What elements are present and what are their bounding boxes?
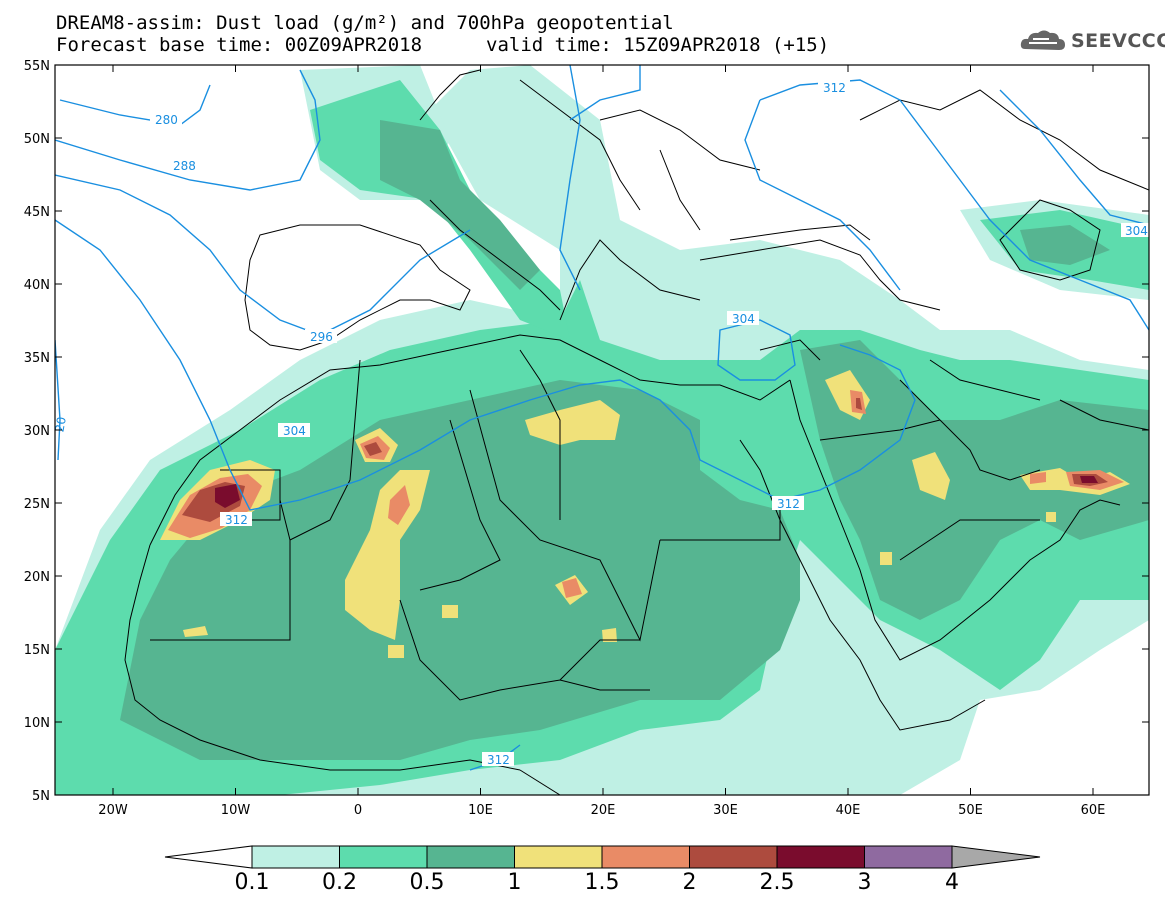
lat-tick-label: 55N — [24, 59, 50, 74]
contour-label-304-west: 304 — [283, 424, 306, 438]
lon-tick-label: 10E — [468, 803, 493, 818]
colorbar-swatch — [339, 845, 428, 869]
colorbar — [164, 845, 1041, 869]
lon-tick-label: 0 — [354, 803, 362, 818]
lon-tick-label: 30E — [713, 803, 738, 818]
contour-labels: 280 288 296 304 304 304 312 312 312 312 … — [52, 80, 1149, 767]
lat-tick-label: 5N — [32, 789, 50, 804]
contour-label-280: 280 — [155, 113, 178, 127]
lat-tick-label: 30N — [24, 424, 50, 439]
contour-label-304-cyprus: 304 — [732, 312, 755, 326]
contour-label-304-east: 304 — [1125, 224, 1148, 238]
colorbar-swatch — [689, 845, 778, 869]
colorbar-swatch — [601, 845, 690, 869]
valid-time: valid time: 15Z09APR2018 (+15) — [486, 34, 830, 56]
colorbar-label: 0.5 — [409, 870, 445, 895]
lat-tick-label: 20N — [24, 570, 50, 585]
contour-label-312-north: 312 — [823, 81, 846, 95]
contour-label-296: 296 — [310, 330, 333, 344]
lon-tick-label: 60E — [1081, 803, 1106, 818]
lon-tick-label: 40E — [836, 803, 861, 818]
colorbar-swatch — [251, 845, 340, 869]
lat-tick-label: 25N — [24, 497, 50, 512]
colorbar-label: 0.2 — [322, 870, 357, 895]
colorbar-swatch — [776, 845, 865, 869]
colorbar-swatch — [426, 845, 515, 869]
logo-text: SEEVCCC — [1071, 30, 1165, 52]
lat-tick-label: 40N — [24, 278, 50, 293]
contour-label-20: 20 — [52, 416, 68, 433]
coastlines — [124, 69, 1149, 795]
lon-tick-label: 20E — [591, 803, 616, 818]
contour-label-312-west: 312 — [225, 513, 248, 527]
map-title: DREAM8-assim: Dust load (g/m²) and 700hP… — [56, 12, 674, 34]
lon-tick-label: 20W — [98, 803, 128, 818]
lat-tick-label: 50N — [24, 132, 50, 147]
lat-tick-label: 10N — [24, 716, 50, 731]
lat-tick-label: 45N — [24, 205, 50, 220]
colorbar-low-arrow — [164, 845, 253, 869]
colorbar-swatch — [864, 845, 953, 869]
contour-label-288: 288 — [173, 159, 196, 173]
lon-tick-label: 10W — [221, 803, 251, 818]
longitude-axis: 20W 10W 0 10E 20E 30E 40E 50E 60E — [98, 65, 1105, 818]
colorbar-label: 3 — [857, 870, 872, 895]
latitude-axis: 55N 50N 45N 40N 35N 30N 25N 20N 15N 10N 5N — [24, 59, 1149, 804]
colorbar-high-arrow — [951, 845, 1041, 869]
forecast-base-time: Forecast base time: 00Z09APR2018 — [56, 34, 423, 56]
contour-label-312-south: 312 — [487, 753, 510, 767]
colorbar-label: 2.5 — [759, 870, 795, 895]
lon-tick-label: 50E — [958, 803, 983, 818]
colorbar-label: 1.5 — [584, 870, 620, 895]
lat-tick-label: 15N — [24, 643, 50, 658]
geopotential-contours — [55, 65, 1149, 771]
lat-tick-label: 35N — [24, 351, 50, 366]
colorbar-swatch — [514, 845, 603, 869]
seevccc-logo: SEEVCCC — [1019, 27, 1165, 57]
contour-label-312-red-sea: 312 — [777, 497, 800, 511]
cloud-icon — [1020, 30, 1065, 50]
colorbar-label: 2 — [682, 870, 697, 895]
dust-shading — [55, 65, 1149, 795]
colorbar-label: 1 — [507, 870, 522, 895]
colorbar-label: 0.1 — [234, 870, 270, 895]
colorbar-label: 4 — [945, 870, 959, 895]
